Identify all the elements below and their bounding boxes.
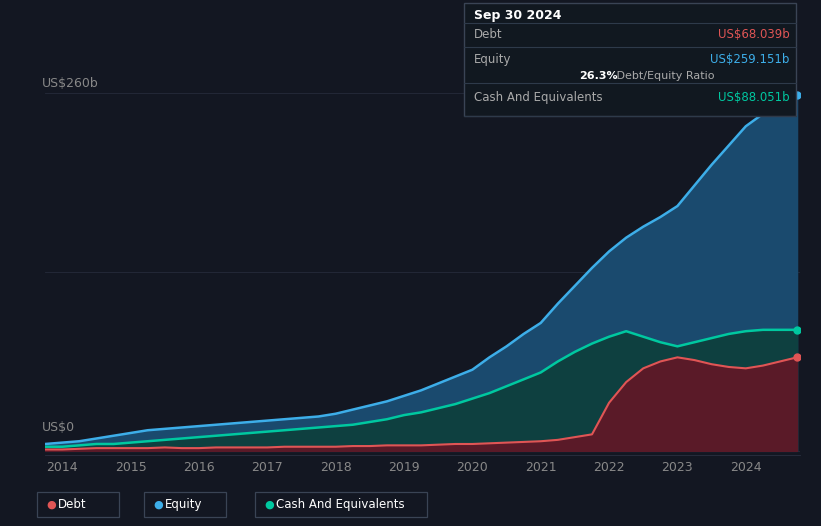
- Text: Equity: Equity: [165, 498, 203, 511]
- Text: Cash And Equivalents: Cash And Equivalents: [474, 91, 603, 104]
- Text: US$68.039b: US$68.039b: [718, 28, 790, 41]
- Text: ●: ●: [47, 499, 57, 510]
- Text: US$0: US$0: [41, 421, 75, 433]
- Text: Equity: Equity: [474, 53, 511, 66]
- Text: US$260b: US$260b: [41, 77, 99, 90]
- Text: ●: ●: [264, 499, 274, 510]
- Text: Sep 30 2024: Sep 30 2024: [474, 9, 562, 22]
- Text: 26.3%: 26.3%: [579, 71, 617, 81]
- Text: Cash And Equivalents: Cash And Equivalents: [276, 498, 405, 511]
- Text: US$88.051b: US$88.051b: [718, 91, 790, 104]
- Text: Debt: Debt: [474, 28, 502, 41]
- Text: Debt/Equity Ratio: Debt/Equity Ratio: [613, 71, 715, 81]
- Text: US$259.151b: US$259.151b: [710, 53, 790, 66]
- Text: ●: ●: [154, 499, 163, 510]
- Text: Debt: Debt: [58, 498, 87, 511]
